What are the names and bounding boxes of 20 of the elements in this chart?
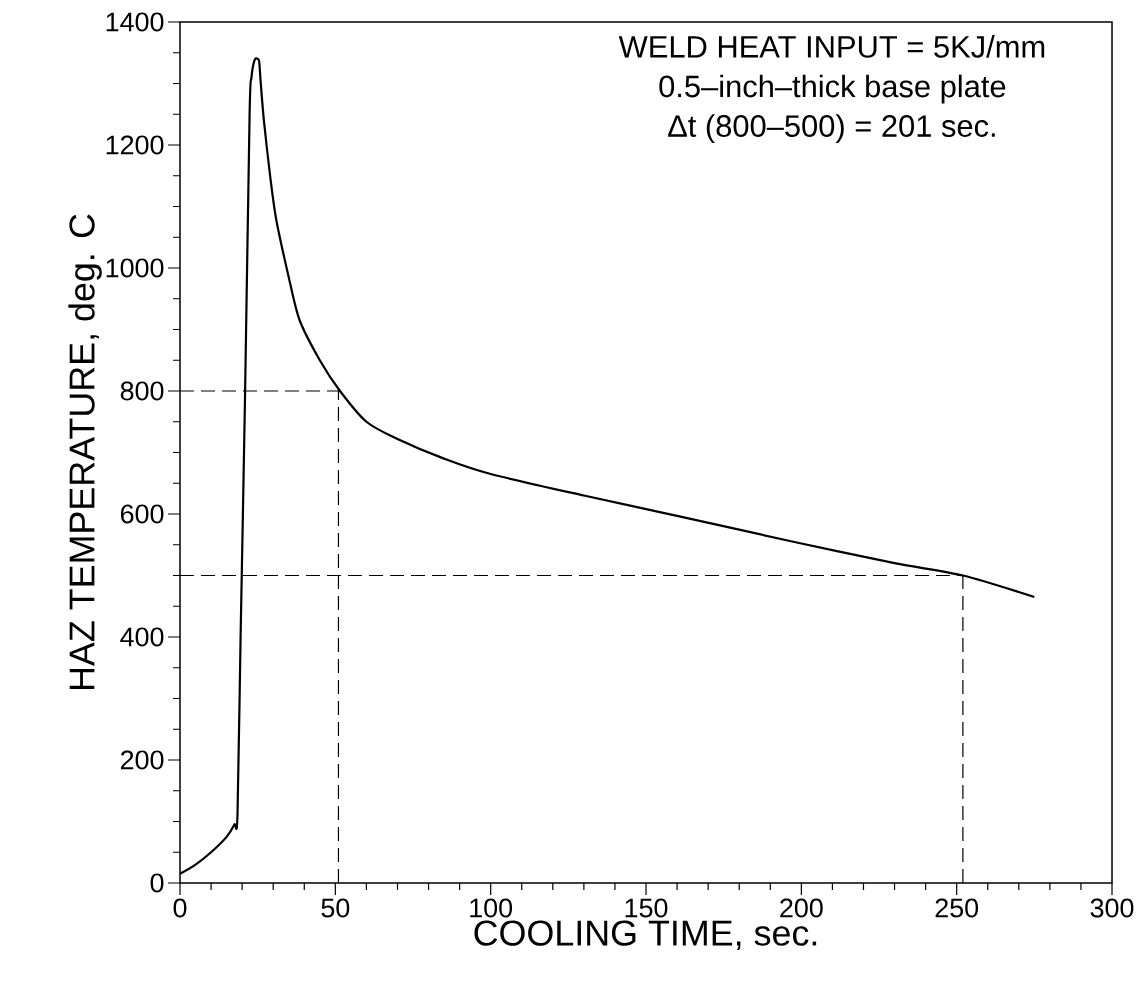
y-tick-label: 400 (120, 627, 164, 647)
x-tick-label: 300 (1090, 898, 1134, 918)
annotation: WELD HEAT INPUT = 5KJ/mm (618, 35, 1045, 58)
y-tick-label: 1400 (106, 12, 164, 32)
y-tick-label: 600 (120, 504, 164, 524)
y-tick-label: 1000 (106, 258, 164, 278)
annotation: 0.5–inch–thick base plate (659, 74, 1006, 104)
x-tick-label: 50 (321, 898, 350, 918)
annotation: Δt (800–500) = 201 sec. (668, 114, 995, 144)
x-tick-label: 100 (470, 898, 513, 918)
y-axis-title: HAZ TEMPERATURE, deg. C (68, 214, 102, 690)
y-tick-label: 1200 (106, 135, 164, 155)
x-tick-label: 150 (625, 898, 668, 918)
y-tick-label: 800 (120, 381, 164, 401)
y-tick-label: 0 (150, 873, 164, 893)
x-tick-label: 200 (780, 898, 823, 918)
x-tick-label: 250 (935, 898, 979, 918)
y-tick-label: 200 (120, 750, 164, 770)
x-tick-label: 0 (173, 898, 187, 918)
x-axis-title: COOLING TIME, sec. (474, 920, 817, 951)
